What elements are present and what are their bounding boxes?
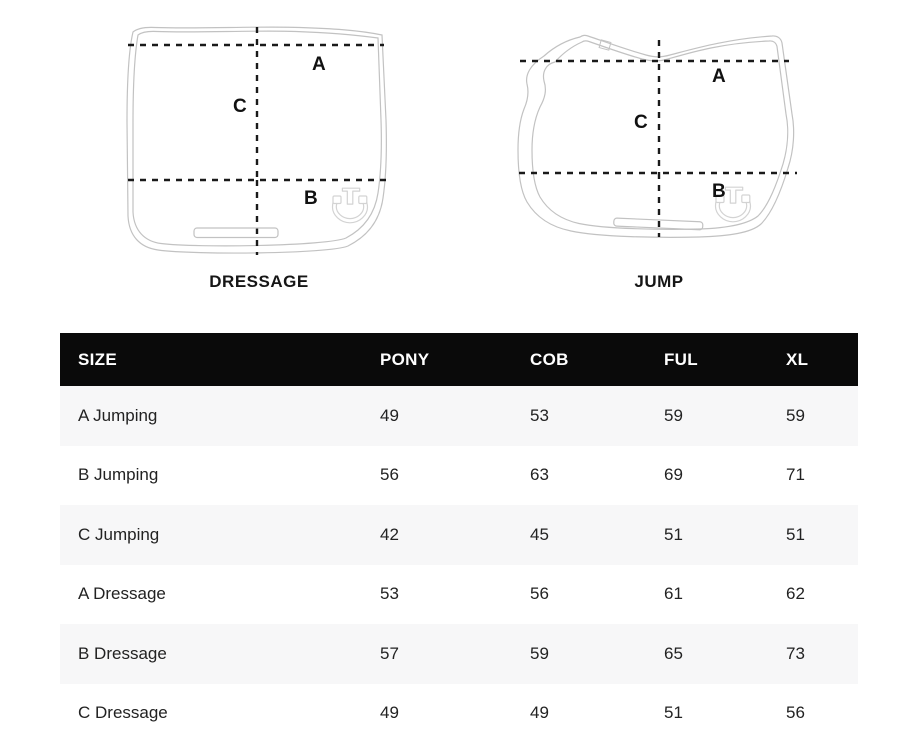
svg-text:A: A xyxy=(312,54,326,75)
svg-text:B: B xyxy=(712,181,726,202)
svg-text:JUMP: JUMP xyxy=(634,272,683,291)
svg-text:A: A xyxy=(712,66,726,87)
svg-text:B: B xyxy=(304,188,318,209)
svg-text:C: C xyxy=(233,96,247,117)
svg-text:C: C xyxy=(634,112,648,133)
svg-text:DRESSAGE: DRESSAGE xyxy=(209,272,308,291)
